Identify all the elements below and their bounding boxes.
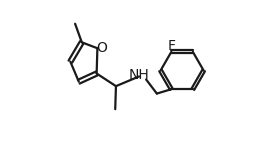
Text: O: O [96,41,107,55]
Text: F: F [167,39,175,53]
Text: NH: NH [129,68,150,82]
